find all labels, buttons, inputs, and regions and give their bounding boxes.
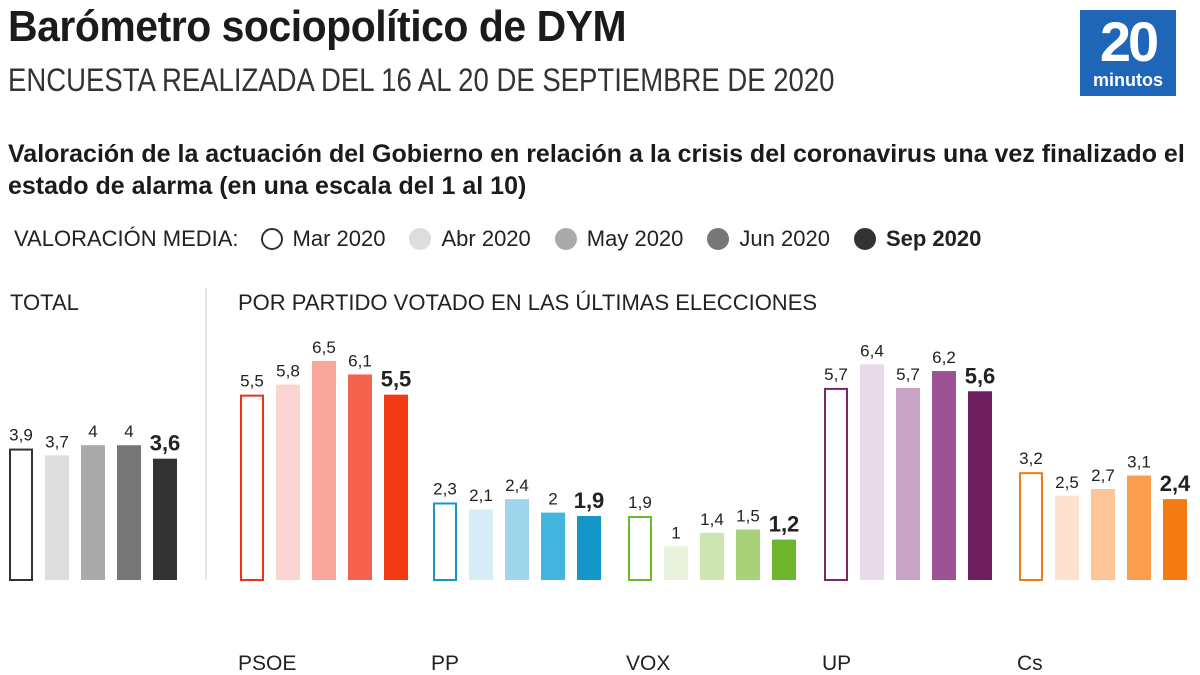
bar-vox-4	[772, 539, 796, 580]
bars-layer: 3,9 3,7 4 4 3,6 5,5 5,8 6,5 6,1 5,5 PSOE 2,3 2,1 2,4 2…	[9, 338, 1191, 675]
group-label-up: UP	[822, 652, 851, 675]
legend-item-label: Abr 2020	[441, 226, 531, 251]
bar-value-label: 3,6	[150, 431, 181, 456]
bar-value-label: 1,9	[574, 488, 605, 513]
legend-swatch	[260, 228, 283, 250]
logo-word: minutos	[1093, 70, 1163, 90]
bar-total-1	[45, 455, 69, 580]
bar-value-label: 5,7	[896, 365, 920, 384]
bar-pp-4	[577, 515, 601, 580]
legend-item-label: Jun 2020	[739, 226, 830, 251]
bar-value-label: 5,8	[276, 362, 300, 381]
group-label-pp: PP	[431, 652, 459, 675]
bar-psoe-4	[384, 394, 408, 580]
bar-value-label: 1,2	[769, 512, 800, 537]
bar-value-label: 2	[548, 490, 557, 509]
bar-value-label: 3,9	[9, 426, 33, 445]
legend-label: VALORACIÓN MEDIA:	[14, 226, 239, 251]
bar-value-label: 4	[88, 422, 97, 441]
bar-chart: TOTAL POR PARTIDO VOTADO EN LAS ÚLTIMAS …	[9, 288, 1191, 675]
bar-value-label: 2,5	[1055, 473, 1079, 492]
bar-vox-0	[628, 515, 652, 581]
bar-psoe-0	[240, 394, 264, 582]
group-label-cs: Cs	[1017, 652, 1043, 675]
bar-value-label: 5,7	[824, 365, 848, 384]
group-label-vox: VOX	[626, 652, 670, 675]
bar-value-label: 2,7	[1091, 466, 1115, 485]
bar-up-1	[860, 364, 884, 580]
bar-up-4	[968, 391, 992, 580]
bar-value-label: 1,5	[736, 506, 760, 525]
bar-cs-2	[1091, 489, 1115, 580]
bar-total-3	[117, 445, 141, 580]
legend-item-sep-2020: Sep 2020	[853, 226, 982, 252]
bar-value-label: 5,5	[381, 367, 412, 392]
chart-subtitle: ENCUESTA REALIZADA DEL 16 AL 20 DE SEPTI…	[8, 62, 835, 98]
group-label-psoe: PSOE	[238, 652, 296, 675]
legend-swatch	[554, 228, 577, 250]
bar-value-label: 2,1	[469, 486, 493, 505]
bar-pp-2	[505, 499, 529, 580]
legend-item-abr-2020: Abr 2020	[409, 226, 531, 252]
bar-psoe-2	[312, 360, 336, 580]
bar-up-0	[824, 387, 848, 581]
bar-up-2	[896, 387, 920, 580]
bar-value-label: 1,9	[628, 493, 652, 512]
bar-value-label: 4	[124, 422, 133, 441]
legend-item-may-2020: May 2020	[554, 226, 684, 252]
bar-pp-0	[433, 502, 457, 582]
bar-value-label: 1,4	[700, 510, 724, 529]
bar-vox-1	[664, 546, 688, 580]
legend-item-label: May 2020	[586, 226, 684, 251]
bar-value-label: 1	[671, 523, 680, 542]
bar-value-label: 6,1	[348, 351, 372, 370]
chart-question: Valoración de la actuación del Gobierno …	[8, 140, 1185, 200]
legend-swatch	[409, 228, 432, 250]
bar-vox-2	[700, 532, 724, 580]
bar-value-label: 5,5	[240, 372, 264, 391]
bar-value-label: 3,7	[45, 432, 69, 451]
bar-value-label: 3,1	[1127, 453, 1151, 472]
logo-number: 20	[1099, 10, 1159, 73]
bar-value-label: 6,4	[860, 341, 884, 360]
bar-value-label: 2,4	[505, 476, 529, 495]
total-section-label: TOTAL	[10, 290, 79, 315]
legend-item-jun-2020: Jun 2020	[707, 226, 830, 252]
party-section-label: POR PARTIDO VOTADO EN LAS ÚLTIMAS ELECCI…	[238, 290, 817, 315]
bar-value-label: 2,3	[433, 479, 457, 498]
bar-total-2	[81, 445, 105, 580]
bar-up-3	[932, 371, 956, 580]
legend-item-mar-2020: Mar 2020	[260, 226, 386, 252]
bar-total-0	[9, 448, 33, 581]
bar-cs-4	[1163, 499, 1187, 580]
bar-cs-0	[1019, 472, 1043, 581]
bar-value-label: 3,2	[1019, 449, 1043, 468]
chart-title: Barómetro sociopolítico de DYM	[8, 2, 627, 51]
bar-pp-1	[469, 509, 493, 580]
bar-value-label: 5,6	[965, 363, 996, 388]
legend-swatch	[707, 228, 730, 250]
legend-swatch	[853, 228, 876, 250]
bar-vox-3	[736, 529, 760, 580]
brand-logo: 20 minutos	[1080, 10, 1176, 96]
bar-total-4	[153, 458, 177, 580]
legend-item-label: Mar 2020	[292, 226, 386, 251]
bar-value-label: 6,2	[932, 348, 956, 367]
bar-psoe-1	[276, 384, 300, 580]
bar-cs-3	[1127, 475, 1151, 580]
legend: VALORACIÓN MEDIA: Mar 2020 Abr 2020 May …	[14, 222, 1005, 256]
bar-value-label: 6,5	[312, 338, 336, 357]
bar-cs-1	[1055, 495, 1079, 580]
bar-value-label: 2,4	[1160, 471, 1191, 496]
bar-pp-3	[541, 512, 565, 580]
legend-item-label: Sep 2020	[885, 226, 982, 251]
bar-psoe-3	[348, 374, 372, 580]
